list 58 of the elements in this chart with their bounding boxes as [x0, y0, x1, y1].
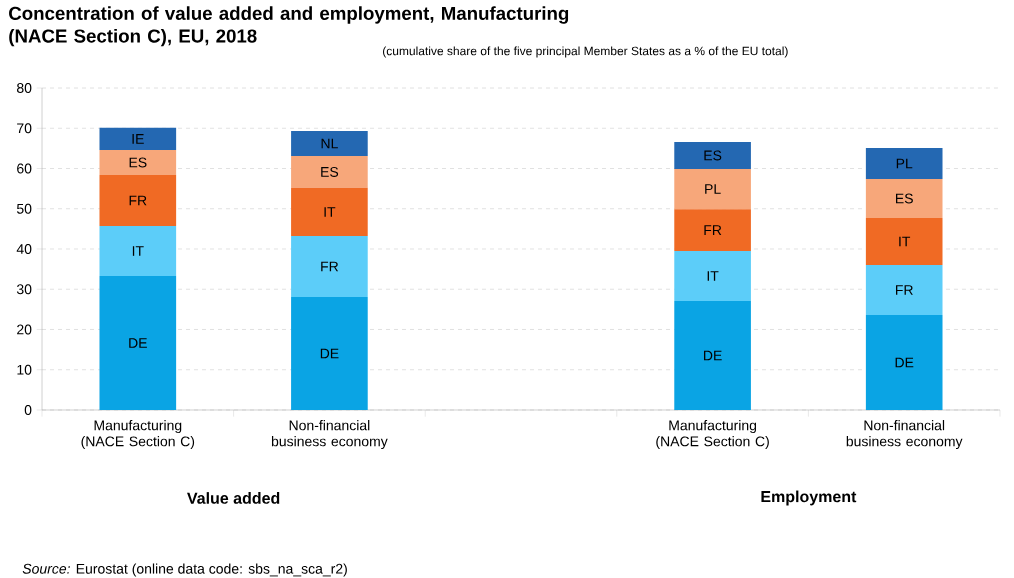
data-label: ES [321, 166, 339, 177]
data-label: ES [129, 157, 147, 168]
y-tick-label: 20 [17, 324, 32, 335]
data-label: DE [704, 350, 722, 361]
y-tick-label: 40 [16, 244, 32, 254]
x-tick-label: Non-financial business economy [846, 420, 963, 450]
data-label: IT [707, 271, 719, 281]
bar [99, 127, 177, 150]
y-tick-label: 10 [17, 364, 32, 375]
chart-subtitle: (cumulative share of the five principal Member States as a % of the EU total) [383, 46, 788, 58]
data-label: PL [896, 158, 913, 169]
x-tick-label: Manufacturing (NACE Section C) [656, 420, 769, 450]
data-label: NL [321, 138, 338, 149]
data-label: IT [899, 236, 911, 247]
chart-title: Concentration of value added and employment, Manufacturing (NACE Section C), EU, 2018 [9, 6, 569, 47]
bar [99, 174, 177, 227]
y-tick-label: 0 [24, 405, 32, 415]
bar [674, 209, 751, 252]
bar [865, 147, 943, 179]
bar [291, 156, 368, 188]
data-label: FR [321, 261, 339, 272]
y-tick-label: 80 [17, 83, 32, 93]
data-label: FR [704, 225, 722, 235]
data-label: DE [320, 348, 339, 359]
data-label: IE [132, 134, 144, 144]
x-tick-label: Manufacturing (NACE Section C) [81, 420, 195, 450]
data-label: IT [132, 246, 144, 256]
bar [291, 131, 368, 157]
bar [291, 187, 368, 237]
data-label: DE [129, 338, 147, 348]
bar [865, 315, 943, 410]
y-tick-label: 70 [17, 123, 32, 134]
text: Employment [761, 490, 857, 506]
bar [674, 168, 751, 210]
data-label: DE [895, 357, 914, 368]
text: Source: Eurostat (online data code: sbs_na_sca_r2) [22, 563, 347, 577]
data-label: FR [896, 285, 913, 295]
data-label: ES [896, 193, 913, 204]
bar [865, 265, 943, 315]
data-label: FR [129, 195, 147, 206]
text: Value added [187, 492, 280, 504]
data-label: IT [324, 207, 336, 217]
bar [865, 178, 943, 219]
bar [291, 296, 368, 410]
bar [674, 141, 751, 169]
bar [99, 275, 177, 410]
y-tick-label: 30 [16, 284, 32, 295]
bar [674, 300, 751, 410]
bar [99, 226, 177, 276]
x-tick-label: Non-financial business economy [271, 420, 388, 450]
bar [865, 218, 943, 266]
bar [99, 149, 177, 175]
y-tick-label: 60 [17, 163, 32, 174]
data-label: PL [705, 184, 721, 194]
y-tick-label: 50 [16, 203, 32, 214]
bar [674, 251, 751, 301]
bar [291, 236, 368, 297]
data-label: ES [704, 150, 722, 161]
